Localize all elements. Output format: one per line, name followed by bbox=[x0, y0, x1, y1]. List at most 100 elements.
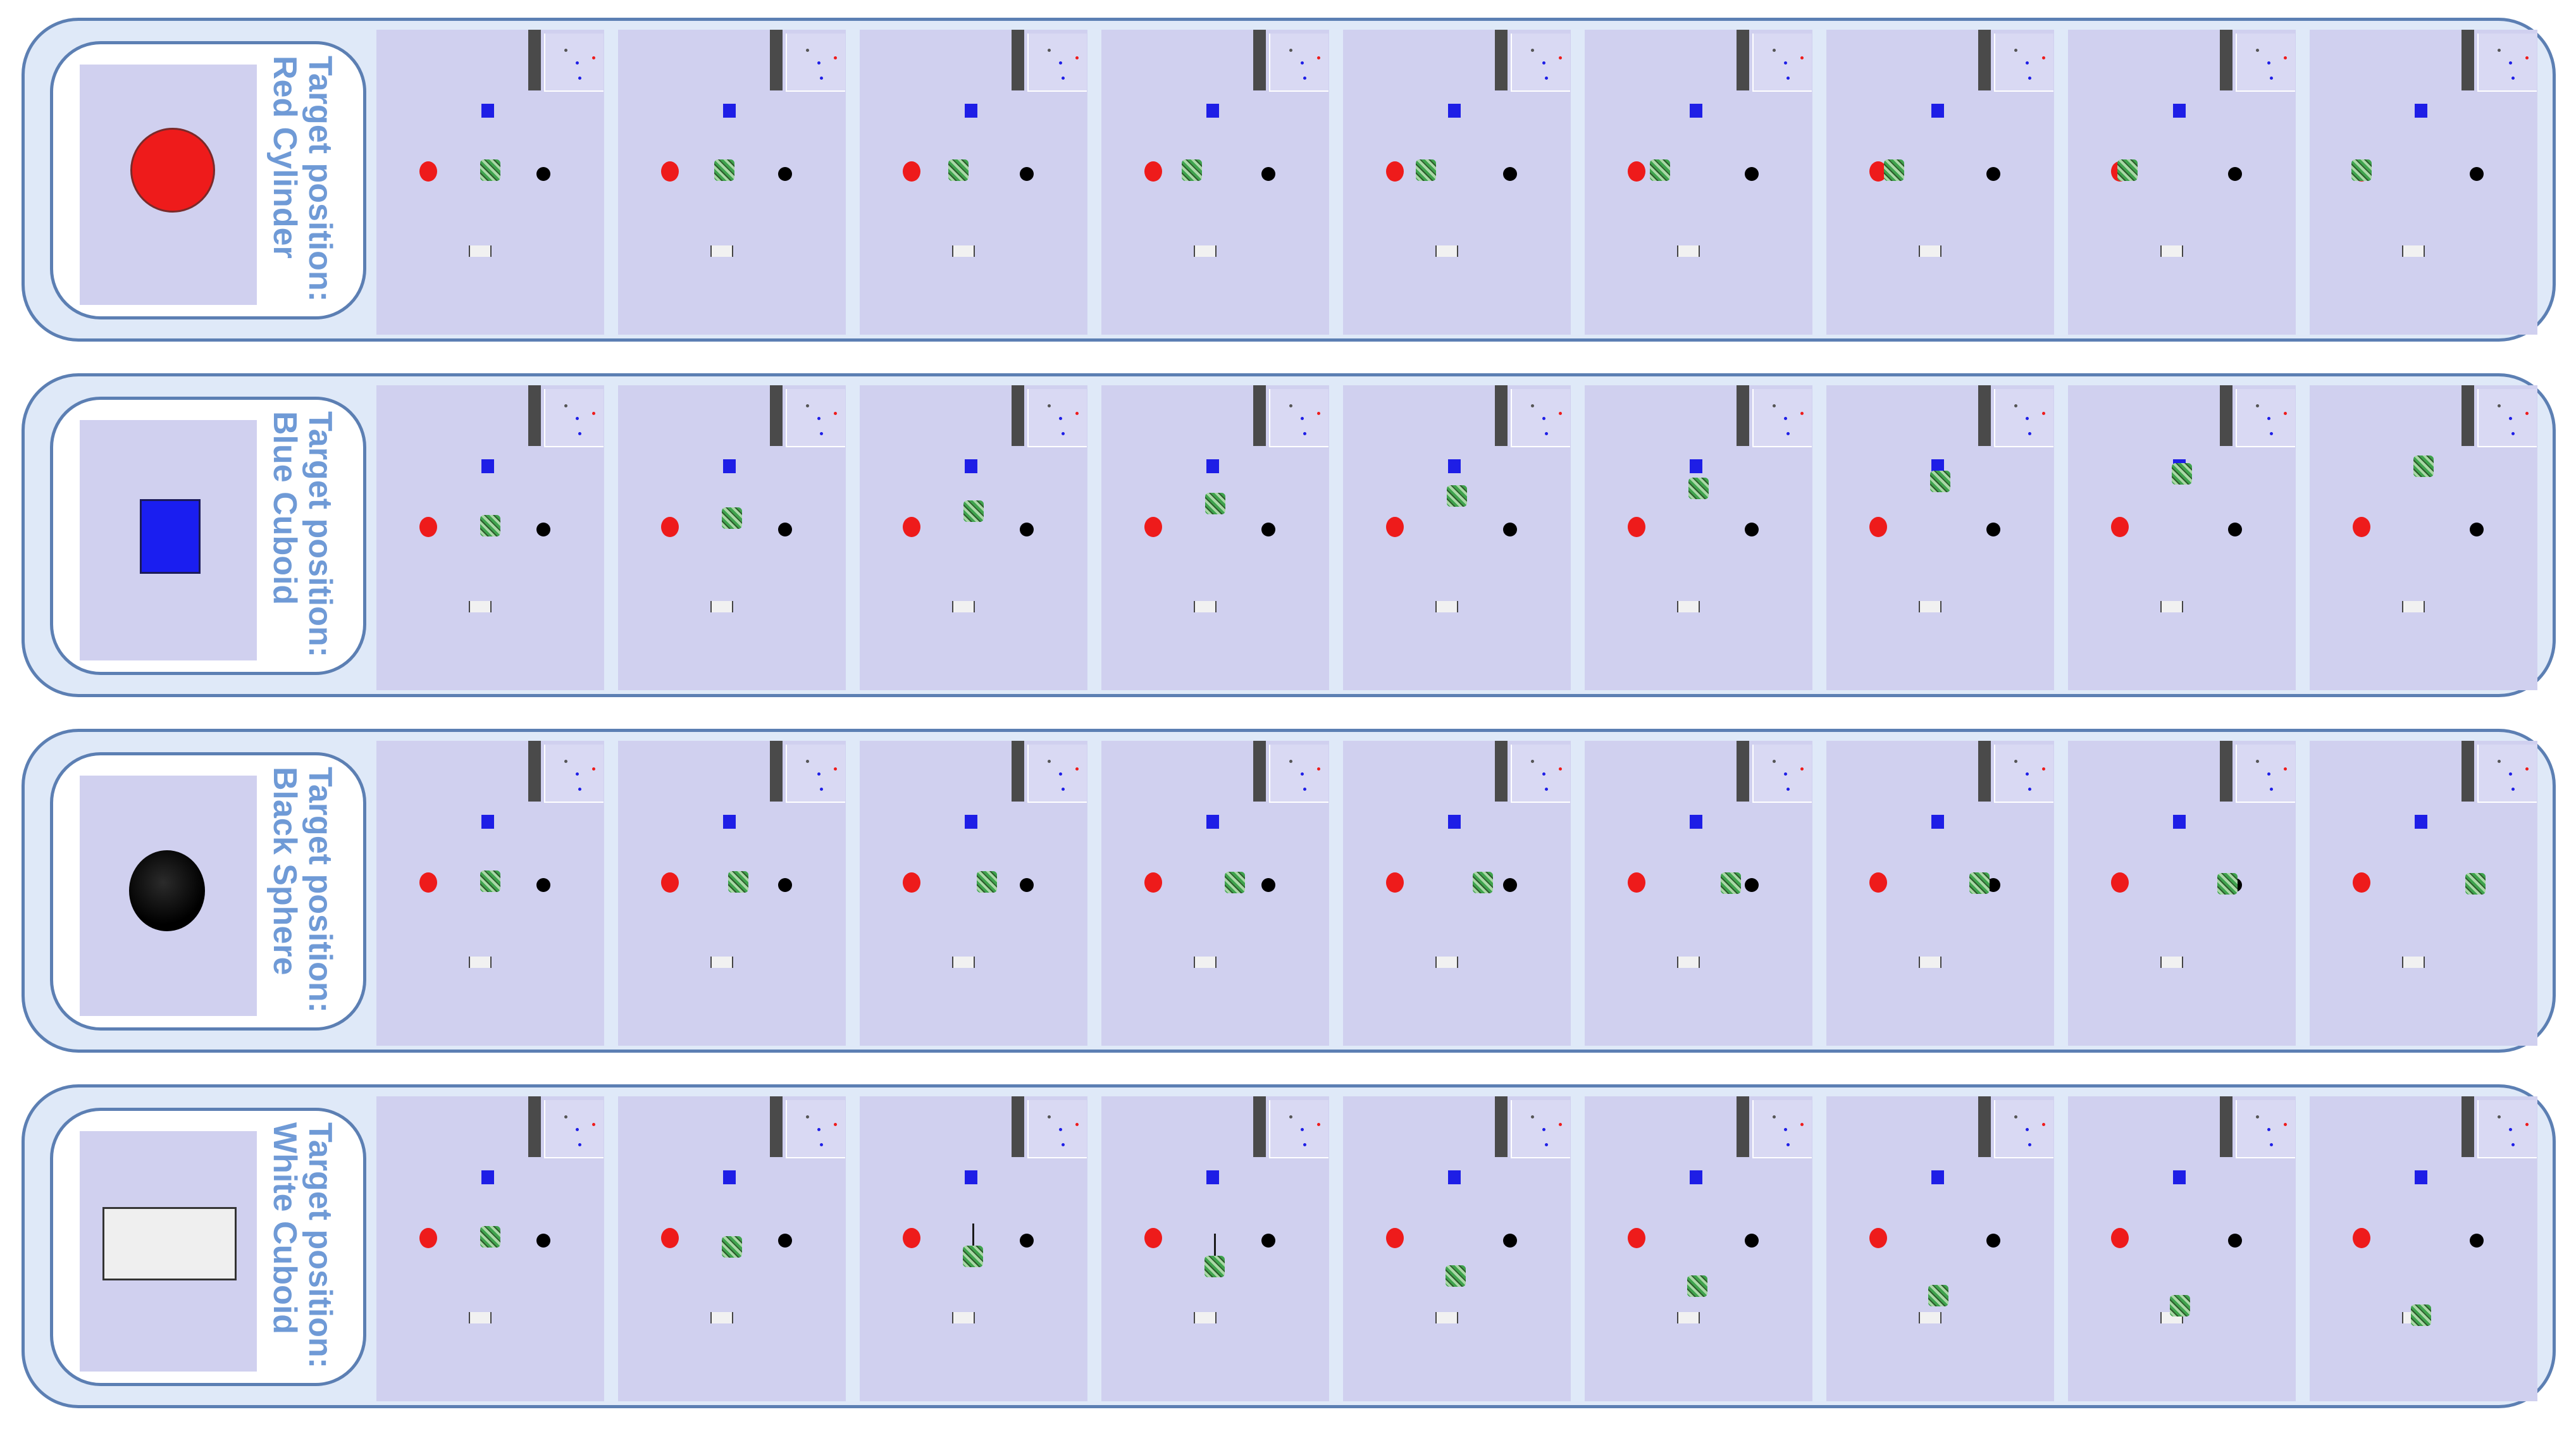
simulation-frame bbox=[1585, 385, 1812, 690]
simulation-frame bbox=[1826, 1096, 2054, 1401]
white-cuboid bbox=[2160, 957, 2183, 968]
wall-pillar bbox=[770, 1096, 783, 1157]
inset-marker bbox=[2256, 49, 2259, 52]
blue-cuboid bbox=[965, 459, 977, 473]
inset-marker bbox=[564, 760, 567, 763]
inset-marker bbox=[1075, 56, 1079, 59]
simulation-frame bbox=[2310, 30, 2537, 335]
blue-cuboid bbox=[965, 104, 977, 118]
wall-pillar bbox=[2461, 741, 2474, 802]
inset-marker bbox=[2028, 432, 2031, 435]
red-cylinder bbox=[903, 517, 920, 537]
robot-agent bbox=[480, 159, 500, 181]
inset-marker bbox=[2284, 1123, 2287, 1126]
inset-marker bbox=[2284, 412, 2287, 415]
inset-marker bbox=[2267, 417, 2270, 420]
simulation-frame bbox=[2068, 741, 2296, 1046]
wall-pillar bbox=[1978, 385, 1991, 446]
robot-agent bbox=[728, 870, 749, 893]
inset-marker bbox=[2498, 404, 2501, 407]
inset-marker bbox=[820, 788, 823, 791]
inset-marker bbox=[2511, 1143, 2515, 1146]
wall-pillar bbox=[1737, 1096, 1749, 1157]
white-cuboid bbox=[1677, 245, 1700, 257]
black-sphere bbox=[2228, 167, 2242, 181]
blue-cuboid bbox=[1690, 459, 1702, 473]
black-sphere bbox=[1261, 167, 1275, 181]
frame-sequence bbox=[376, 741, 2546, 1046]
wall-pillar bbox=[1495, 1096, 1508, 1157]
top-view-inset bbox=[1027, 745, 1087, 803]
top-view-inset bbox=[1511, 34, 1570, 92]
robot-agent bbox=[1416, 159, 1436, 181]
wall-pillar bbox=[2461, 385, 2474, 446]
target-label-line2: Blue Cuboid bbox=[266, 411, 303, 605]
red-cylinder bbox=[2353, 872, 2370, 893]
robot-agent bbox=[2172, 462, 2192, 485]
robot-agent bbox=[2169, 1294, 2190, 1316]
simulation-frame bbox=[376, 30, 604, 335]
inset-marker bbox=[2498, 760, 2501, 763]
top-view-inset bbox=[1994, 745, 2053, 803]
red-cylinder bbox=[1386, 872, 1404, 893]
red-cylinder bbox=[1869, 872, 1887, 893]
white-cuboid bbox=[1194, 957, 1217, 968]
inset-marker bbox=[1289, 760, 1292, 763]
simulation-frame bbox=[1343, 1096, 1571, 1401]
red-cylinder bbox=[1144, 872, 1162, 893]
inset-marker bbox=[1317, 412, 1320, 415]
red-cylinder bbox=[1144, 517, 1162, 537]
inset-marker bbox=[2509, 1128, 2512, 1131]
target-label: Target position: Red Cylinder bbox=[266, 56, 338, 309]
inset-marker bbox=[1784, 1128, 1787, 1131]
inset-marker bbox=[834, 412, 837, 415]
inset-marker bbox=[1048, 760, 1051, 763]
inset-marker bbox=[1786, 77, 1790, 80]
blue-cuboid bbox=[1206, 815, 1219, 829]
inset-marker bbox=[1542, 772, 1545, 776]
blue-cuboid bbox=[1206, 1170, 1219, 1184]
target-thumbnail bbox=[80, 776, 257, 1016]
inset-marker bbox=[1289, 1115, 1292, 1118]
simulation-frame bbox=[1101, 385, 1329, 690]
inset-marker bbox=[1559, 767, 1562, 771]
blue-cuboid bbox=[723, 815, 736, 829]
blue-cuboid-icon bbox=[140, 499, 201, 574]
target-label-card: Target position: Blue Cuboid bbox=[50, 397, 366, 675]
black-sphere bbox=[1020, 167, 1034, 181]
blue-cuboid bbox=[2415, 104, 2427, 118]
top-view-inset bbox=[1027, 34, 1087, 92]
inset-marker bbox=[1773, 1115, 1776, 1118]
white-cuboid bbox=[2402, 245, 2425, 257]
red-cylinder bbox=[903, 161, 920, 182]
blue-cuboid bbox=[965, 815, 977, 829]
inset-marker bbox=[578, 432, 581, 435]
wall-pillar bbox=[2461, 30, 2474, 90]
row-black-sphere: Target position: Black Sphere bbox=[22, 729, 2556, 1053]
white-cuboid bbox=[952, 245, 975, 257]
wall-pillar bbox=[1978, 1096, 1991, 1157]
red-cylinder bbox=[661, 872, 679, 893]
red-cylinder bbox=[1628, 872, 1645, 893]
simulation-frame bbox=[1585, 741, 1812, 1046]
black-sphere bbox=[2470, 167, 2484, 181]
white-cuboid-icon bbox=[102, 1207, 237, 1280]
target-label-card: Target position: White Cuboid bbox=[50, 1108, 366, 1386]
red-cylinder bbox=[903, 1228, 920, 1248]
black-sphere bbox=[1745, 167, 1759, 181]
blue-cuboid bbox=[481, 459, 494, 473]
wall-pillar bbox=[528, 1096, 541, 1157]
simulation-frame bbox=[1343, 385, 1571, 690]
black-sphere bbox=[1745, 878, 1759, 892]
white-cuboid bbox=[710, 601, 733, 612]
top-view-inset bbox=[2477, 34, 2537, 92]
inset-marker bbox=[820, 77, 823, 80]
blue-cuboid bbox=[1690, 815, 1702, 829]
frame-sequence bbox=[376, 30, 2546, 335]
white-cuboid bbox=[1194, 1312, 1217, 1323]
blue-cuboid bbox=[481, 104, 494, 118]
wall-pillar bbox=[770, 30, 783, 90]
inset-marker bbox=[592, 767, 595, 771]
top-view-inset bbox=[2477, 389, 2537, 447]
inset-marker bbox=[1531, 760, 1534, 763]
